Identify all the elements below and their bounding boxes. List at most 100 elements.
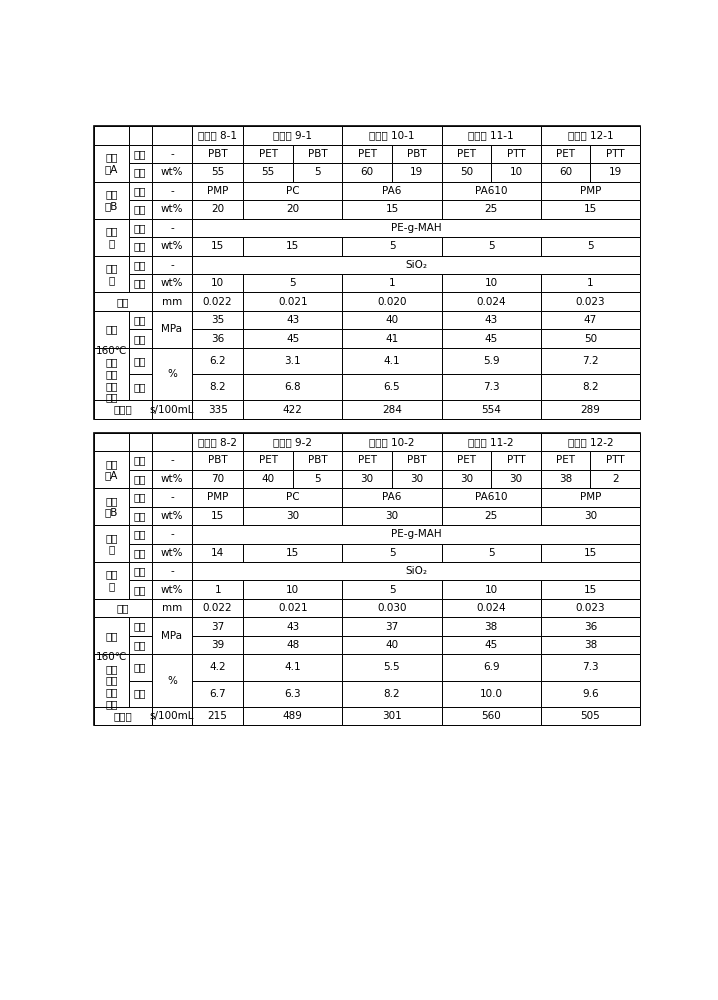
- Text: 215: 215: [208, 711, 228, 721]
- Bar: [94, 126, 129, 145]
- Bar: [94, 433, 129, 451]
- Bar: [151, 654, 192, 707]
- Text: 含量: 含量: [134, 241, 146, 251]
- Text: 422: 422: [283, 405, 303, 415]
- Text: PBT: PBT: [208, 149, 228, 159]
- Bar: [243, 182, 342, 200]
- Bar: [442, 126, 541, 145]
- Text: SiO₂: SiO₂: [405, 566, 427, 576]
- Bar: [243, 374, 342, 400]
- Text: PMP: PMP: [579, 492, 601, 502]
- Bar: [442, 617, 541, 636]
- Text: 30: 30: [386, 511, 398, 521]
- Text: 43: 43: [485, 315, 498, 325]
- Bar: [129, 348, 151, 374]
- Bar: [151, 182, 192, 200]
- Bar: [243, 237, 342, 256]
- Bar: [129, 562, 151, 580]
- Text: 5: 5: [488, 548, 495, 558]
- Text: 40: 40: [386, 640, 398, 650]
- Text: 材料: 材料: [134, 455, 146, 465]
- Text: 纵向: 纵向: [134, 334, 146, 344]
- Text: 160℃
条件
下的
热收
缩率: 160℃ 条件 下的 热收 缩率: [95, 652, 127, 709]
- Text: 2: 2: [612, 474, 618, 484]
- Bar: [541, 617, 640, 636]
- Bar: [243, 599, 342, 617]
- Text: PET: PET: [258, 149, 277, 159]
- Text: 38: 38: [584, 640, 597, 650]
- Bar: [192, 451, 243, 470]
- Text: 9.6: 9.6: [582, 689, 599, 699]
- Bar: [243, 681, 342, 707]
- Text: 横向: 横向: [134, 315, 146, 325]
- Bar: [94, 145, 129, 182]
- Bar: [342, 599, 442, 617]
- Text: 5: 5: [388, 585, 396, 595]
- Text: 10: 10: [485, 585, 498, 595]
- Bar: [590, 145, 640, 163]
- Bar: [94, 126, 640, 419]
- Text: 4.2: 4.2: [210, 662, 226, 672]
- Bar: [129, 580, 151, 599]
- Bar: [342, 145, 392, 163]
- Text: wt%: wt%: [161, 278, 183, 288]
- Text: PMP: PMP: [207, 186, 228, 196]
- Bar: [151, 544, 192, 562]
- Text: 6.9: 6.9: [483, 662, 500, 672]
- Bar: [94, 311, 129, 348]
- Bar: [342, 274, 442, 292]
- Text: PBT: PBT: [208, 455, 228, 465]
- Bar: [129, 256, 151, 274]
- Text: 489: 489: [283, 711, 303, 721]
- Bar: [392, 470, 442, 488]
- Bar: [129, 126, 151, 145]
- Bar: [129, 507, 151, 525]
- Text: 5: 5: [388, 241, 396, 251]
- Text: PC: PC: [286, 492, 299, 502]
- Bar: [541, 348, 640, 374]
- Bar: [541, 311, 640, 329]
- Text: %: %: [167, 676, 177, 686]
- Text: 横向: 横向: [134, 662, 146, 672]
- Text: PA6: PA6: [382, 186, 401, 196]
- Bar: [491, 163, 541, 182]
- Bar: [442, 374, 541, 400]
- Bar: [129, 636, 151, 654]
- Text: 5.5: 5.5: [383, 662, 401, 672]
- Text: 实施例 12-2: 实施例 12-2: [568, 437, 613, 447]
- Text: PET: PET: [258, 455, 277, 465]
- Bar: [129, 544, 151, 562]
- Bar: [342, 617, 442, 636]
- Bar: [151, 433, 192, 451]
- Text: mm: mm: [162, 603, 182, 613]
- Bar: [491, 470, 541, 488]
- Text: 6.2: 6.2: [210, 356, 226, 366]
- Bar: [442, 274, 541, 292]
- Text: 43: 43: [286, 315, 299, 325]
- Bar: [129, 237, 151, 256]
- Text: 5: 5: [289, 278, 296, 288]
- Text: 透气度: 透气度: [113, 711, 132, 721]
- Bar: [442, 599, 541, 617]
- Bar: [151, 488, 192, 507]
- Text: 含量: 含量: [134, 585, 146, 595]
- Bar: [94, 219, 129, 256]
- Text: 8.2: 8.2: [582, 382, 599, 392]
- Text: 0.022: 0.022: [202, 603, 233, 613]
- Bar: [94, 562, 129, 599]
- Text: 30: 30: [584, 511, 597, 521]
- Bar: [192, 311, 243, 329]
- Bar: [94, 256, 129, 292]
- Text: 10: 10: [211, 278, 224, 288]
- Text: 15: 15: [211, 241, 224, 251]
- Bar: [94, 433, 640, 725]
- Bar: [151, 237, 192, 256]
- Bar: [192, 219, 640, 237]
- Text: PE-g-MAH: PE-g-MAH: [391, 223, 442, 233]
- Text: 19: 19: [410, 167, 424, 177]
- Text: s/100mL: s/100mL: [149, 711, 194, 721]
- Text: 材料: 材料: [134, 566, 146, 576]
- Bar: [342, 507, 442, 525]
- Text: PBT: PBT: [407, 455, 426, 465]
- Bar: [243, 200, 342, 219]
